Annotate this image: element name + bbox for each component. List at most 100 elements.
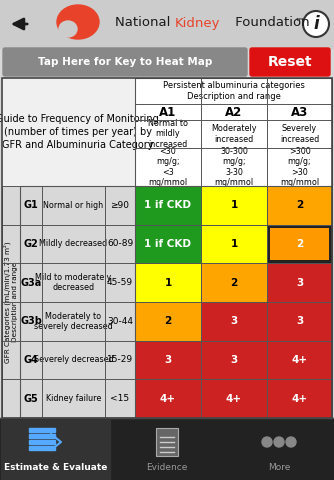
Text: Kidney failure: Kidney failure [46,394,101,403]
Text: 30-44: 30-44 [107,317,133,326]
Bar [267,225,332,264]
Text: G1: G1 [24,200,38,210]
Bar [135,264,201,302]
Text: A2: A2 [225,106,242,119]
Text: 1 if CKD: 1 if CKD [145,200,191,210]
Bar [201,264,267,302]
Circle shape [286,437,296,447]
Text: 1: 1 [230,200,237,210]
Text: i: i [313,15,319,33]
Bar [135,78,332,186]
Text: Estimate & Evaluate: Estimate & Evaluate [4,464,107,472]
Text: <30
mg/g;
<3
mg/mmol: <30 mg/g; <3 mg/mmol [148,147,188,187]
Bar [135,379,201,418]
Text: 1: 1 [230,239,237,249]
FancyBboxPatch shape [250,48,330,76]
Text: 3: 3 [230,316,237,326]
Text: Kidney: Kidney [175,16,220,29]
Text: 1: 1 [164,277,172,288]
Bar [29,434,55,438]
Circle shape [303,11,329,37]
Bar [135,78,332,186]
Circle shape [262,437,272,447]
Text: 3: 3 [296,316,303,326]
Bar [267,264,332,302]
Text: Evidence: Evidence [146,464,188,472]
Text: 2: 2 [164,316,172,326]
Text: 4+: 4+ [292,355,308,365]
Text: A3: A3 [291,106,308,119]
Text: >300
mg/g;
>30
mg/mmol: >300 mg/g; >30 mg/mmol [280,147,319,187]
FancyBboxPatch shape [3,48,247,76]
Bar [29,446,55,450]
Text: G3a: G3a [20,277,42,288]
Bar [267,186,332,225]
Text: Tap Here for Key to Heat Map: Tap Here for Key to Heat Map [38,57,212,67]
Text: Reset: Reset [268,55,312,69]
Bar [29,428,55,432]
Bar [2,78,332,418]
Text: Foundation: Foundation [231,16,310,29]
Text: 2: 2 [296,200,303,210]
Text: 4+: 4+ [226,394,242,404]
Circle shape [274,437,284,447]
Text: 2: 2 [296,239,303,249]
Bar [156,428,178,456]
Bar [267,341,332,379]
Bar [2,78,332,418]
Text: 30-300
mg/g;
3-30
mg/mmol: 30-300 mg/g; 3-30 mg/mmol [214,147,254,187]
Bar [201,186,267,225]
Text: National: National [115,16,175,29]
Bar [29,440,55,444]
Bar [270,228,329,260]
Text: 3: 3 [296,277,303,288]
Text: 45-59: 45-59 [107,278,133,287]
Bar [201,341,267,379]
Text: Persistent albuminuria categories
Description and range: Persistent albuminuria categories Descri… [163,81,304,101]
Bar [135,225,201,264]
Bar [0,418,334,480]
Text: G5: G5 [24,394,38,404]
Text: 4+: 4+ [160,394,176,404]
Text: Severely
increased: Severely increased [280,124,319,144]
Bar [20,186,135,418]
Text: GFR Categories (mL/min/1.73 m²)
Description and range: GFR Categories (mL/min/1.73 m²) Descript… [3,241,18,363]
Bar [20,186,135,418]
Text: More: More [268,464,290,472]
Text: 3: 3 [230,355,237,365]
Bar [135,341,201,379]
Bar [201,379,267,418]
Ellipse shape [59,21,77,37]
Bar [201,302,267,341]
Text: Normal or high: Normal or high [43,201,104,210]
Text: 2: 2 [230,277,237,288]
Text: Mildly decreased: Mildly decreased [39,240,108,249]
Ellipse shape [57,5,99,39]
Bar [135,302,201,341]
Bar [135,186,201,225]
Text: G3b: G3b [20,316,42,326]
Text: Normal to
mildly
increased: Normal to mildly increased [148,119,188,149]
Bar [267,302,332,341]
Bar [0,0,334,48]
Text: Guide to Frequency of Monitoring
(number of times per year) by
GFR and Albuminur: Guide to Frequency of Monitoring (number… [0,114,159,150]
Text: Severely decreased: Severely decreased [34,356,113,364]
Bar [267,379,332,418]
Text: Mild to moderately
decreased: Mild to moderately decreased [35,273,112,292]
Text: A1: A1 [159,106,177,119]
Bar [201,225,267,264]
Text: ≥90: ≥90 [111,201,130,210]
Text: 1 if CKD: 1 if CKD [145,239,191,249]
Text: 15-29: 15-29 [107,356,133,364]
Text: Moderately
increased: Moderately increased [211,124,257,144]
Text: G4: G4 [24,355,38,365]
Text: ™: ™ [295,16,305,26]
Bar [2,186,20,418]
Text: 60-89: 60-89 [107,240,133,249]
Text: G2: G2 [24,239,38,249]
Text: Moderately to
severely decreased: Moderately to severely decreased [34,312,113,331]
Text: 4+: 4+ [292,394,308,404]
Text: 3: 3 [164,355,172,365]
Bar [1,419,110,479]
Text: <15: <15 [111,394,130,403]
